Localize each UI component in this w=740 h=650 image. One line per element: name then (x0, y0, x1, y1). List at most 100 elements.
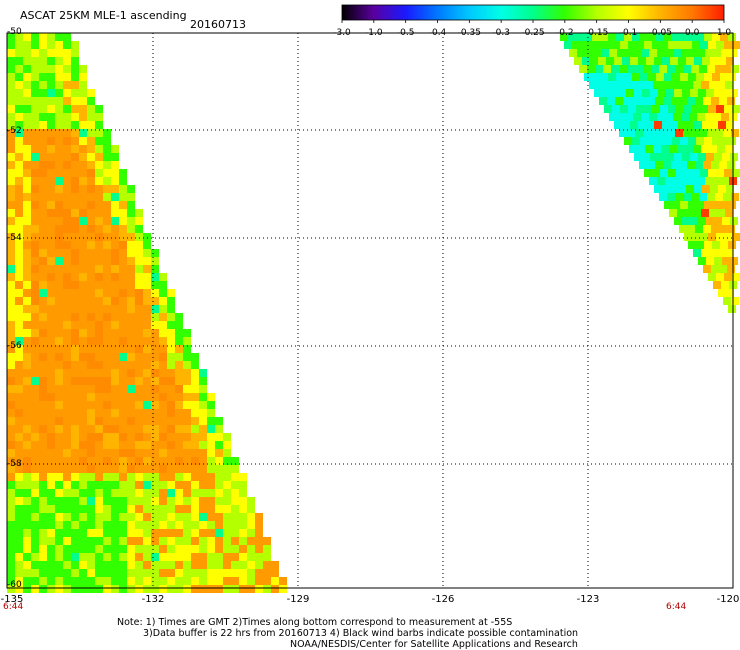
swath-cell (71, 361, 79, 369)
swath-cell (95, 489, 103, 497)
swath-cell (7, 41, 15, 49)
swath-cell (55, 369, 63, 377)
swath-cell (95, 449, 103, 457)
swath-cell (135, 385, 143, 393)
swath-cell (71, 385, 79, 393)
swath-cell (641, 49, 649, 57)
swath-cell (617, 49, 625, 57)
swath-cell (31, 273, 39, 281)
swath-cell (175, 345, 183, 353)
swath-cell (39, 337, 47, 345)
swath-cell (696, 33, 704, 41)
swath-cell (79, 193, 87, 201)
swath-cell (23, 553, 31, 561)
swath-cell (95, 121, 103, 129)
swath-cell (215, 441, 223, 449)
swath-cell (7, 265, 15, 273)
swath-cell (127, 329, 135, 337)
swath-cell (637, 145, 645, 153)
swath-cell (609, 113, 617, 121)
swath-cell (7, 465, 15, 473)
swath-cell (79, 441, 87, 449)
swath-cell (79, 457, 87, 465)
swath-cell (703, 265, 711, 273)
swath-cell (71, 193, 79, 201)
swath-cell (231, 505, 239, 513)
swath-cell (119, 473, 127, 481)
swath-cell (39, 201, 47, 209)
swath-cell (15, 361, 23, 369)
swath-cell (654, 57, 662, 65)
swath-cell (23, 153, 31, 161)
swath-cell (47, 201, 55, 209)
swath-cell (732, 105, 740, 113)
swath-cell (31, 113, 39, 121)
swath-cell (39, 529, 47, 537)
swath-cell (23, 161, 31, 169)
swath-cell (31, 385, 39, 393)
swath-cell (39, 513, 47, 521)
swath-cell (7, 177, 15, 185)
swath-cell (255, 537, 263, 545)
swath-cell (143, 425, 151, 433)
swath-cell (103, 561, 111, 569)
swath-cell (47, 241, 55, 249)
swath-cell (47, 177, 55, 185)
swath-cell (71, 353, 79, 361)
swath-cell (684, 169, 692, 177)
swath-cell (183, 513, 191, 521)
swath-cell (95, 561, 103, 569)
swath-cell (63, 481, 71, 489)
swath-cell (95, 153, 103, 161)
swath-cell (103, 473, 111, 481)
swath-cell (79, 137, 87, 145)
swath-cell (103, 241, 111, 249)
swath-cell (615, 97, 623, 105)
swath-cell (7, 561, 15, 569)
colorbar-tick-label: -0.05 (648, 28, 672, 38)
swath-cell (31, 265, 39, 273)
swath-cell (215, 553, 223, 561)
swath-cell (55, 425, 63, 433)
swath-cell (175, 353, 183, 361)
swath-cell (63, 441, 71, 449)
swath-cell (569, 49, 577, 57)
swath-cell (87, 233, 95, 241)
swath-cell (215, 537, 223, 545)
swath-cell (111, 345, 119, 353)
swath-cell (55, 225, 63, 233)
swath-cell (651, 65, 659, 73)
swath-cell (627, 65, 635, 73)
swath-cell (159, 425, 167, 433)
swath-cell (103, 385, 111, 393)
swath-cell (167, 465, 175, 473)
swath-cell (143, 537, 151, 545)
swath-cell (87, 409, 95, 417)
swath-cell (231, 569, 239, 577)
swath-cell (111, 305, 119, 313)
swath-cell (7, 553, 15, 561)
swath-cell (191, 561, 199, 569)
colorbar-tick-label: -0.1 (619, 28, 638, 38)
swath-cell (175, 569, 183, 577)
swath-cell (31, 329, 39, 337)
swath-cell (159, 409, 167, 417)
swath-cell (247, 497, 255, 505)
swath-cell (668, 105, 676, 113)
swath-cell (199, 569, 207, 577)
swath-cell (55, 161, 63, 169)
swath-cell (695, 161, 703, 169)
swath-cell (143, 337, 151, 345)
swath-cell (15, 545, 23, 553)
swath-cell (7, 113, 15, 121)
swath-cell (47, 409, 55, 417)
swath-cell (688, 73, 696, 81)
swath-cell (79, 545, 87, 553)
swath-cell (247, 529, 255, 537)
swath-cell (666, 89, 674, 97)
swath-cell (231, 481, 239, 489)
swath-cell (31, 209, 39, 217)
swath-cell (191, 441, 199, 449)
swath-cell (47, 233, 55, 241)
swath-cell (111, 249, 119, 257)
